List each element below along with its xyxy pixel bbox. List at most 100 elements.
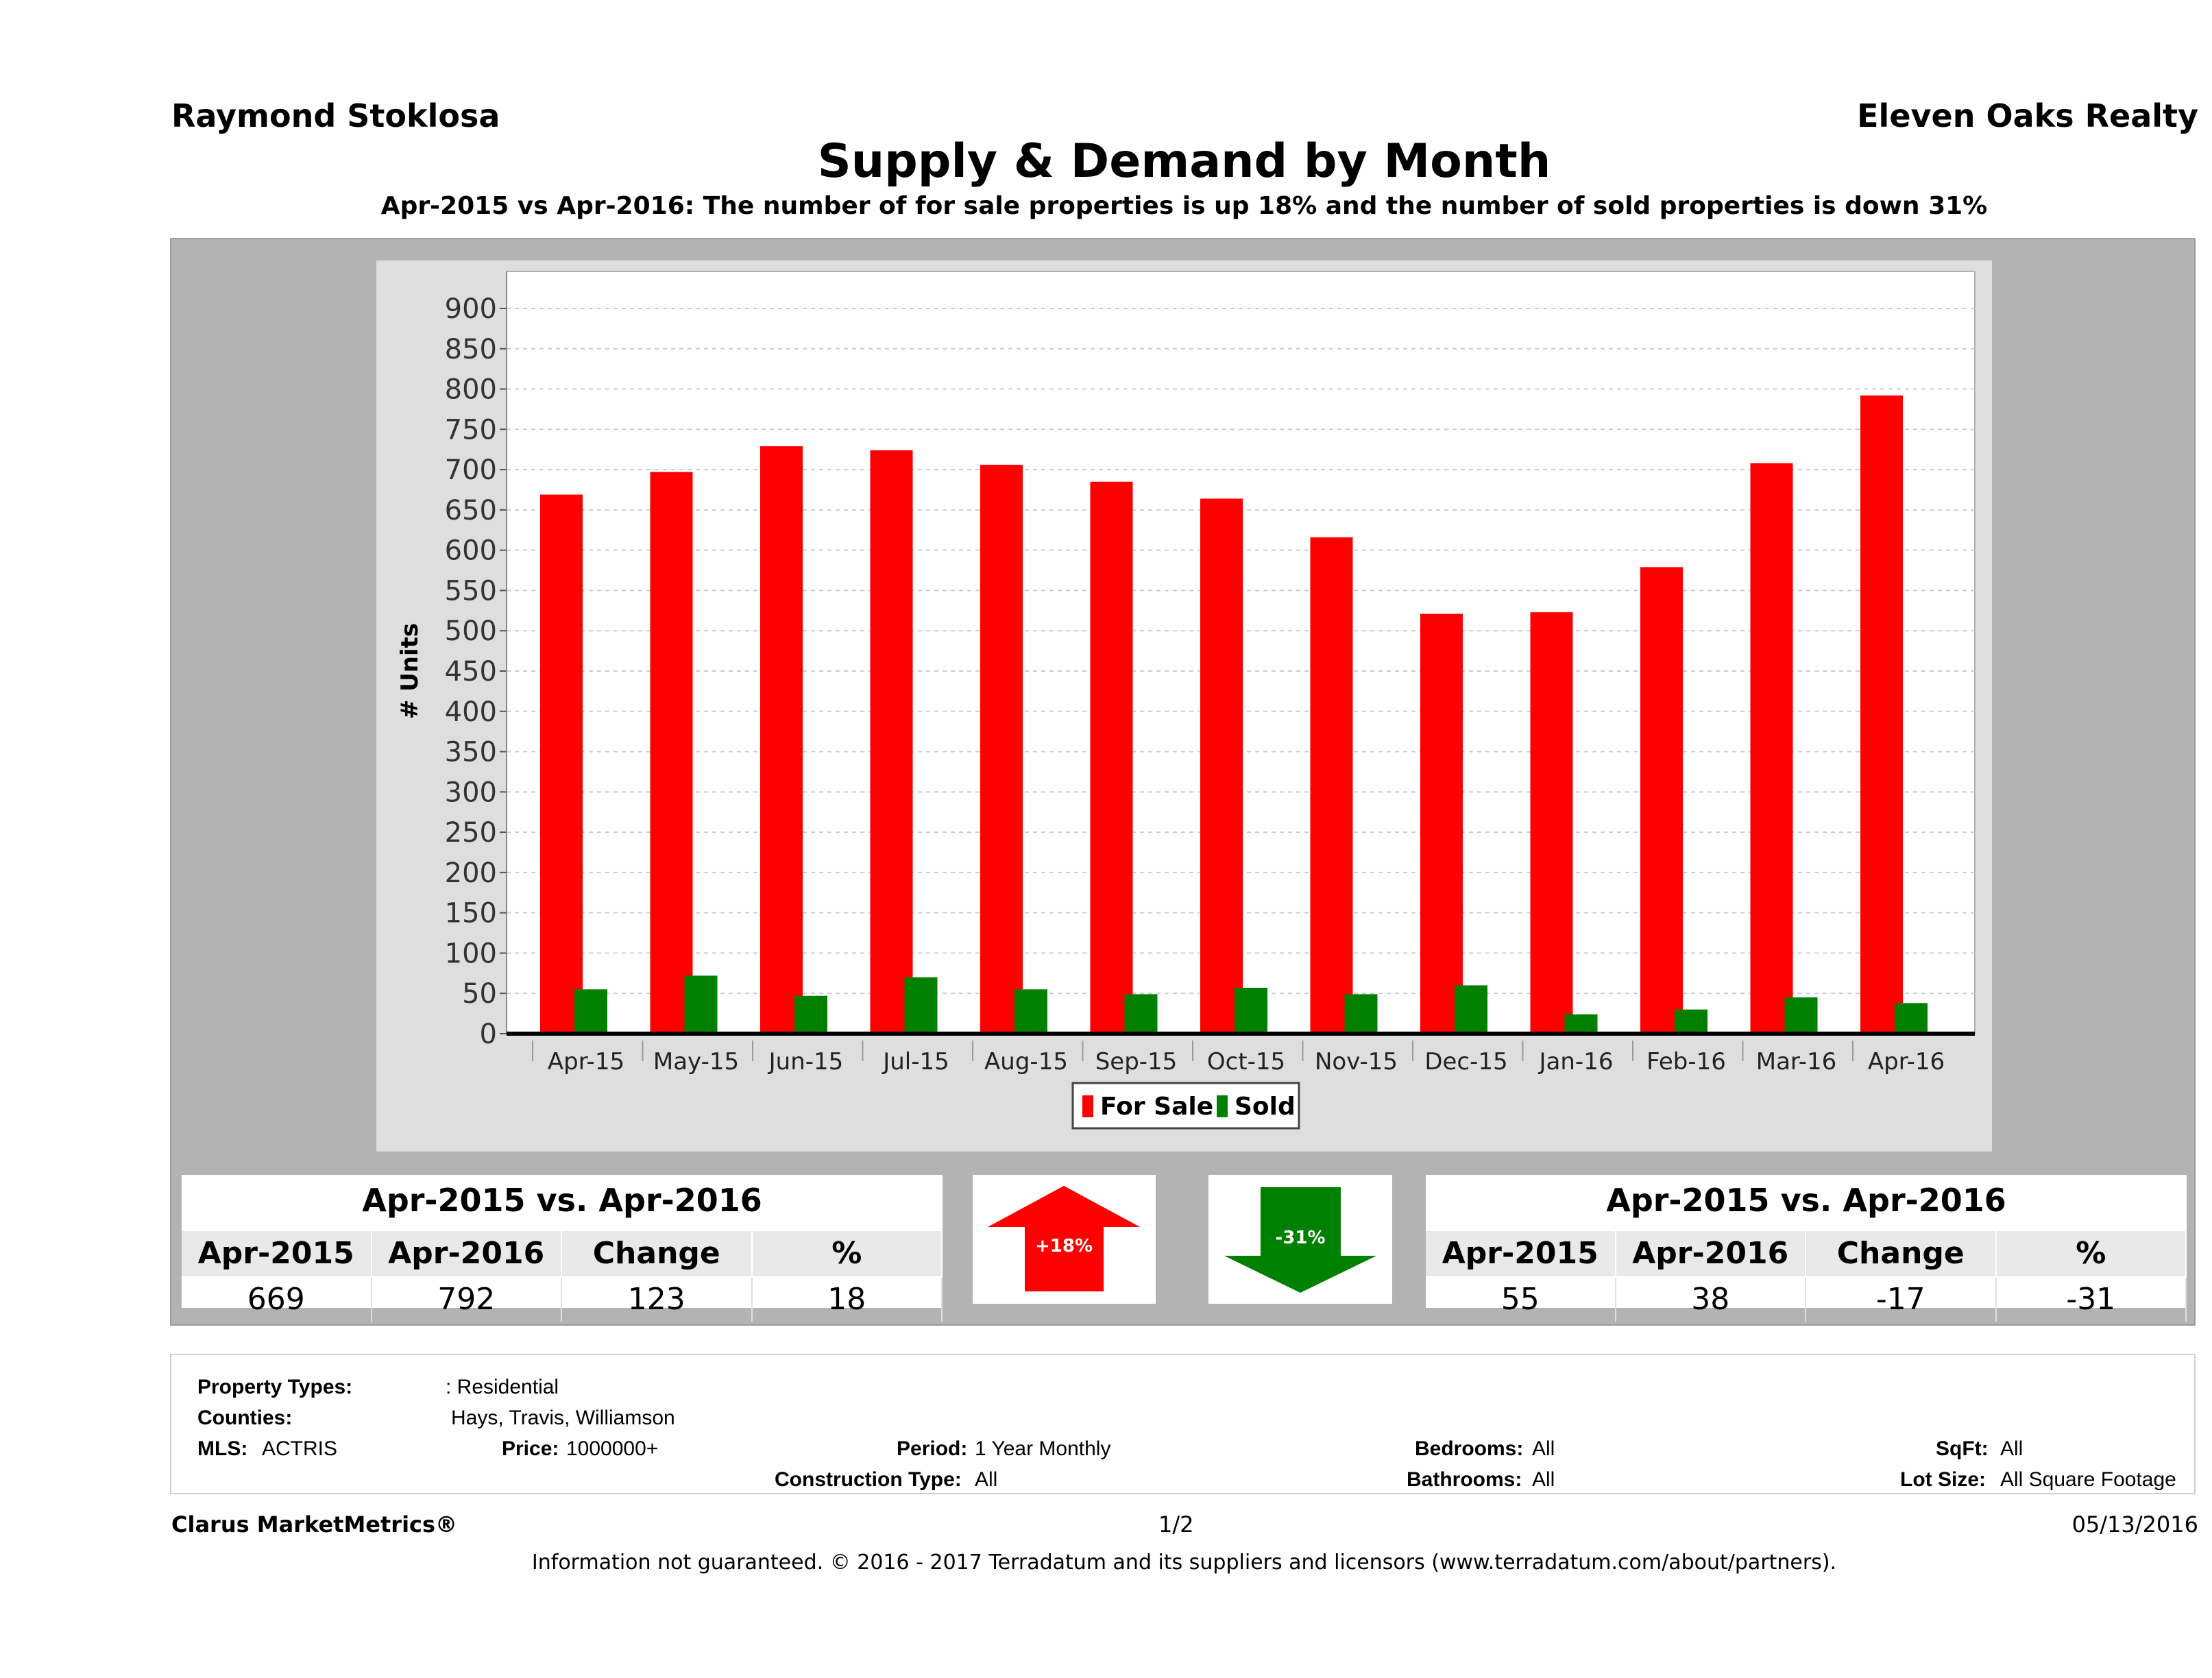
bar-for-sale bbox=[870, 450, 913, 1034]
sold-header-change: Change bbox=[1806, 1231, 1997, 1276]
bar-sold bbox=[1235, 987, 1267, 1034]
y-tick-label: 0 bbox=[480, 1019, 497, 1050]
construction-type-value: All bbox=[975, 1468, 998, 1491]
agent-name: Raymond Stoklosa bbox=[171, 97, 500, 134]
sold-value-apr2016: 38 bbox=[1616, 1278, 1806, 1322]
x-tick-label: Sep-15 bbox=[1095, 1048, 1178, 1075]
y-tick-label: 600 bbox=[445, 535, 497, 567]
y-tick-label: 800 bbox=[445, 374, 497, 406]
bar-for-sale bbox=[540, 494, 583, 1034]
x-tick-label: Dec-15 bbox=[1424, 1048, 1507, 1075]
for-sale-value-percent: 18 bbox=[753, 1278, 943, 1322]
bar-for-sale bbox=[1200, 498, 1243, 1034]
price-label: Price: bbox=[502, 1437, 559, 1460]
x-tick-label: Jul-15 bbox=[882, 1048, 949, 1075]
for-sale-header-apr2015: Apr-2015 bbox=[182, 1231, 372, 1276]
bar-sold bbox=[684, 975, 718, 1034]
bar-sold bbox=[794, 995, 827, 1034]
y-tick-label: 100 bbox=[445, 938, 497, 969]
bar-for-sale bbox=[760, 446, 803, 1034]
bar-sold bbox=[1895, 1003, 1928, 1034]
criteria-box: Property Types: : Residential Counties: … bbox=[170, 1354, 2196, 1494]
for-sale-stats-table: Apr-2015 vs. Apr-2016 Apr-2015 Apr-2016 … bbox=[182, 1175, 943, 1322]
sold-header-apr2016: Apr-2016 bbox=[1616, 1231, 1806, 1276]
sqft-value: All bbox=[2000, 1437, 2023, 1460]
bar-sold bbox=[1675, 1009, 1707, 1034]
x-tick-label: Feb-16 bbox=[1646, 1048, 1726, 1075]
y-tick-label: 150 bbox=[445, 898, 497, 929]
bar-sold bbox=[1455, 985, 1487, 1034]
y-tick-label: 350 bbox=[445, 737, 497, 768]
bar-for-sale bbox=[1750, 463, 1793, 1034]
sqft-label: SqFt: bbox=[1936, 1437, 1989, 1460]
price-value: 1000000+ bbox=[566, 1437, 659, 1460]
bar-sold bbox=[1784, 997, 1818, 1034]
disclaimer: Information not guaranteed. © 2016 - 201… bbox=[531, 1551, 1837, 1574]
y-tick-label: 650 bbox=[445, 495, 497, 526]
y-tick-label: 750 bbox=[445, 414, 497, 446]
bedrooms-value: All bbox=[1532, 1437, 1555, 1460]
x-tick-label: May-15 bbox=[653, 1048, 739, 1075]
for-sale-stats-title: Apr-2015 vs. Apr-2016 bbox=[362, 1182, 762, 1219]
sold-change-badge: -31% bbox=[1275, 1228, 1325, 1248]
for-sale-header-change: Change bbox=[562, 1231, 753, 1276]
property-types-label: Property Types: bbox=[197, 1376, 353, 1398]
x-tick-label: Jun-15 bbox=[768, 1048, 844, 1075]
x-tick-label: Jan-16 bbox=[1538, 1048, 1614, 1075]
legend-label-for-sale: For Sale bbox=[1100, 1093, 1213, 1121]
bar-for-sale bbox=[1530, 612, 1573, 1034]
lot-size-label: Lot Size: bbox=[1900, 1468, 1986, 1491]
sold-value-change: -17 bbox=[1806, 1278, 1997, 1322]
legend-swatch-sold bbox=[1217, 1095, 1228, 1117]
for-sale-stats-value-row: 669 792 123 18 bbox=[182, 1278, 943, 1322]
sold-stats-table: Apr-2015 vs. Apr-2016 Apr-2015 Apr-2016 … bbox=[1426, 1175, 2187, 1322]
for-sale-header-percent: % bbox=[753, 1231, 943, 1276]
y-tick-label: 250 bbox=[445, 817, 497, 849]
y-tick-label: 900 bbox=[445, 293, 497, 325]
legend-box bbox=[1071, 1082, 1300, 1130]
legend-swatch-for-sale bbox=[1082, 1095, 1093, 1117]
for-sale-value-apr2016: 792 bbox=[372, 1278, 562, 1322]
x-tick-label: Apr-15 bbox=[548, 1048, 624, 1075]
mls-value: ACTRIS bbox=[262, 1437, 338, 1460]
y-tick-label: 400 bbox=[445, 696, 497, 728]
footer-brand: Clarus MarketMetrics® bbox=[171, 1511, 458, 1537]
sold-value-apr2015: 55 bbox=[1426, 1278, 1616, 1322]
y-axis-label: # Units bbox=[396, 623, 424, 719]
report-subtitle: Apr-2015 vs Apr-2016: The number of for … bbox=[380, 192, 1988, 220]
y-tick-label: 550 bbox=[445, 575, 497, 607]
period-label: Period: bbox=[897, 1437, 968, 1460]
arrow-up-icon: +18% bbox=[988, 1186, 1140, 1291]
y-tick-label: 300 bbox=[445, 777, 497, 808]
x-tick-label: Oct-15 bbox=[1207, 1048, 1285, 1075]
y-tick-label: 500 bbox=[445, 616, 497, 647]
sold-header-apr2015: Apr-2015 bbox=[1426, 1231, 1616, 1276]
bar-sold bbox=[1564, 1014, 1598, 1034]
for-sale-change-indicator: +18% bbox=[973, 1175, 1156, 1304]
bar-sold bbox=[1344, 994, 1378, 1034]
report-date: 05/13/2016 bbox=[2071, 1511, 2198, 1537]
for-sale-change-badge: +18% bbox=[1035, 1236, 1093, 1256]
sold-stats-title: Apr-2015 vs. Apr-2016 bbox=[1606, 1182, 2006, 1219]
property-types-value: : Residential bbox=[446, 1376, 559, 1398]
legend-label-sold: Sold bbox=[1235, 1093, 1296, 1121]
bar-chart: 0 50 100 150 200 250 300 350 400 450 500 550 600 650 7… bbox=[396, 271, 1976, 1130]
arrow-down-icon: -31% bbox=[1224, 1187, 1376, 1293]
x-tick-label: Mar-16 bbox=[1756, 1048, 1837, 1075]
y-tick-label: 200 bbox=[445, 858, 497, 889]
x-tick-label: Aug-15 bbox=[984, 1048, 1068, 1075]
sold-value-percent: -31 bbox=[1997, 1278, 2187, 1322]
counties-value: Hays, Travis, Williamson bbox=[451, 1407, 675, 1429]
bar-for-sale bbox=[1310, 537, 1353, 1034]
bar-for-sale bbox=[980, 465, 1023, 1034]
lot-size-value: All Square Footage bbox=[2000, 1468, 2176, 1491]
bar-for-sale bbox=[1420, 613, 1463, 1034]
for-sale-value-change: 123 bbox=[562, 1278, 753, 1322]
bar-sold bbox=[1124, 994, 1158, 1034]
for-sale-header-apr2016: Apr-2016 bbox=[372, 1231, 562, 1276]
report-title: Supply & Demand by Month bbox=[817, 134, 1551, 189]
bar-sold bbox=[904, 977, 938, 1034]
sold-stats-value-row: 55 38 -17 -31 bbox=[1426, 1278, 2187, 1322]
bathrooms-value: All bbox=[1532, 1468, 1555, 1491]
sold-header-percent: % bbox=[1997, 1231, 2187, 1276]
